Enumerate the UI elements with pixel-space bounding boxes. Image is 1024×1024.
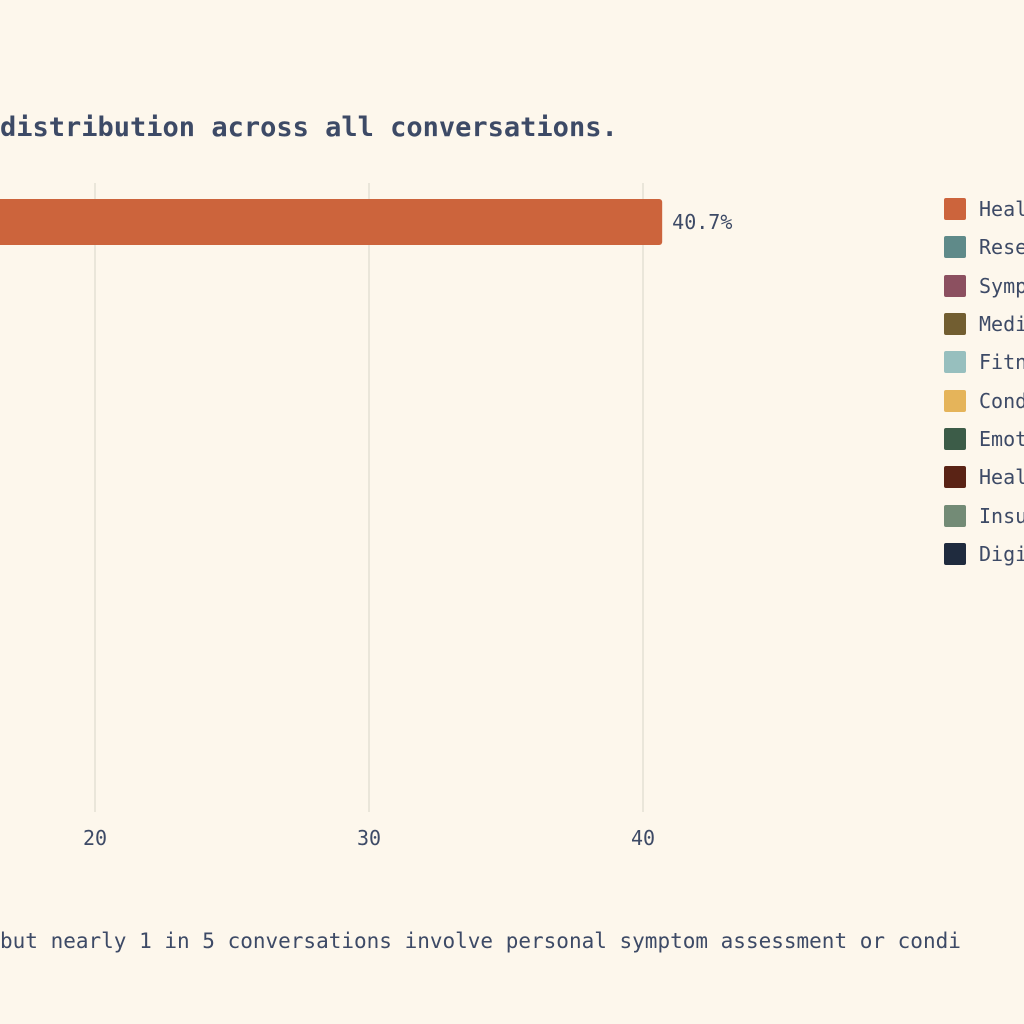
legend-swatch (944, 504, 966, 527)
x-tick-label: 40 (631, 826, 655, 850)
legend-swatch (944, 466, 966, 489)
legend-item[interactable]: Digi (944, 535, 1024, 573)
gridlines (94, 183, 644, 812)
legend-label: Heal (979, 197, 1024, 222)
legend-item[interactable]: Medi (944, 305, 1024, 343)
legend-label: Rese (979, 235, 1024, 260)
legend-item[interactable]: Cond (944, 381, 1024, 419)
legend-swatch (944, 389, 966, 412)
legend-swatch (944, 542, 966, 565)
x-tick-label: 20 (83, 826, 107, 850)
legend-swatch (944, 351, 966, 374)
bars: 40.7% (0, 199, 732, 245)
legend-label: Fitn (979, 350, 1024, 375)
bar-chart: 40.7% 20 30 40 (0, 183, 732, 850)
legend-swatch (944, 274, 966, 297)
chart-caption: but nearly 1 in 5 conversations involve … (0, 929, 961, 953)
bar (0, 199, 663, 245)
legend-item[interactable]: Emot (944, 420, 1024, 458)
legend-swatch (944, 236, 966, 259)
legend-item[interactable]: Rese (944, 228, 1024, 266)
legend-swatch (944, 427, 966, 450)
legend-label: Symp (979, 273, 1024, 298)
legend-label: Insu (979, 503, 1024, 528)
x-axis-ticks: 20 30 40 (83, 826, 655, 850)
x-tick-label: 30 (357, 826, 381, 850)
legend-item[interactable]: Insu (944, 496, 1024, 534)
chart-title: distribution across all conversations. (0, 112, 618, 143)
legend-label: Heal (979, 465, 1024, 490)
bar-value-label: 40.7% (672, 210, 732, 234)
legend-label: Cond (979, 388, 1024, 413)
legend-item[interactable]: Symp (944, 267, 1024, 305)
legend-swatch (944, 198, 966, 221)
legend-swatch (944, 313, 966, 336)
legend-label: Emot (979, 426, 1024, 451)
legend-item[interactable]: Heal (944, 458, 1024, 496)
legend-label: Digi (979, 541, 1024, 566)
legend-item[interactable]: Heal (944, 190, 1024, 228)
legend: Heal Rese Symp Medi Fitn Cond Emot Heal Insu Digi (944, 190, 1024, 573)
legend-label: Medi (979, 312, 1024, 337)
legend-item[interactable]: Fitn (944, 343, 1024, 381)
